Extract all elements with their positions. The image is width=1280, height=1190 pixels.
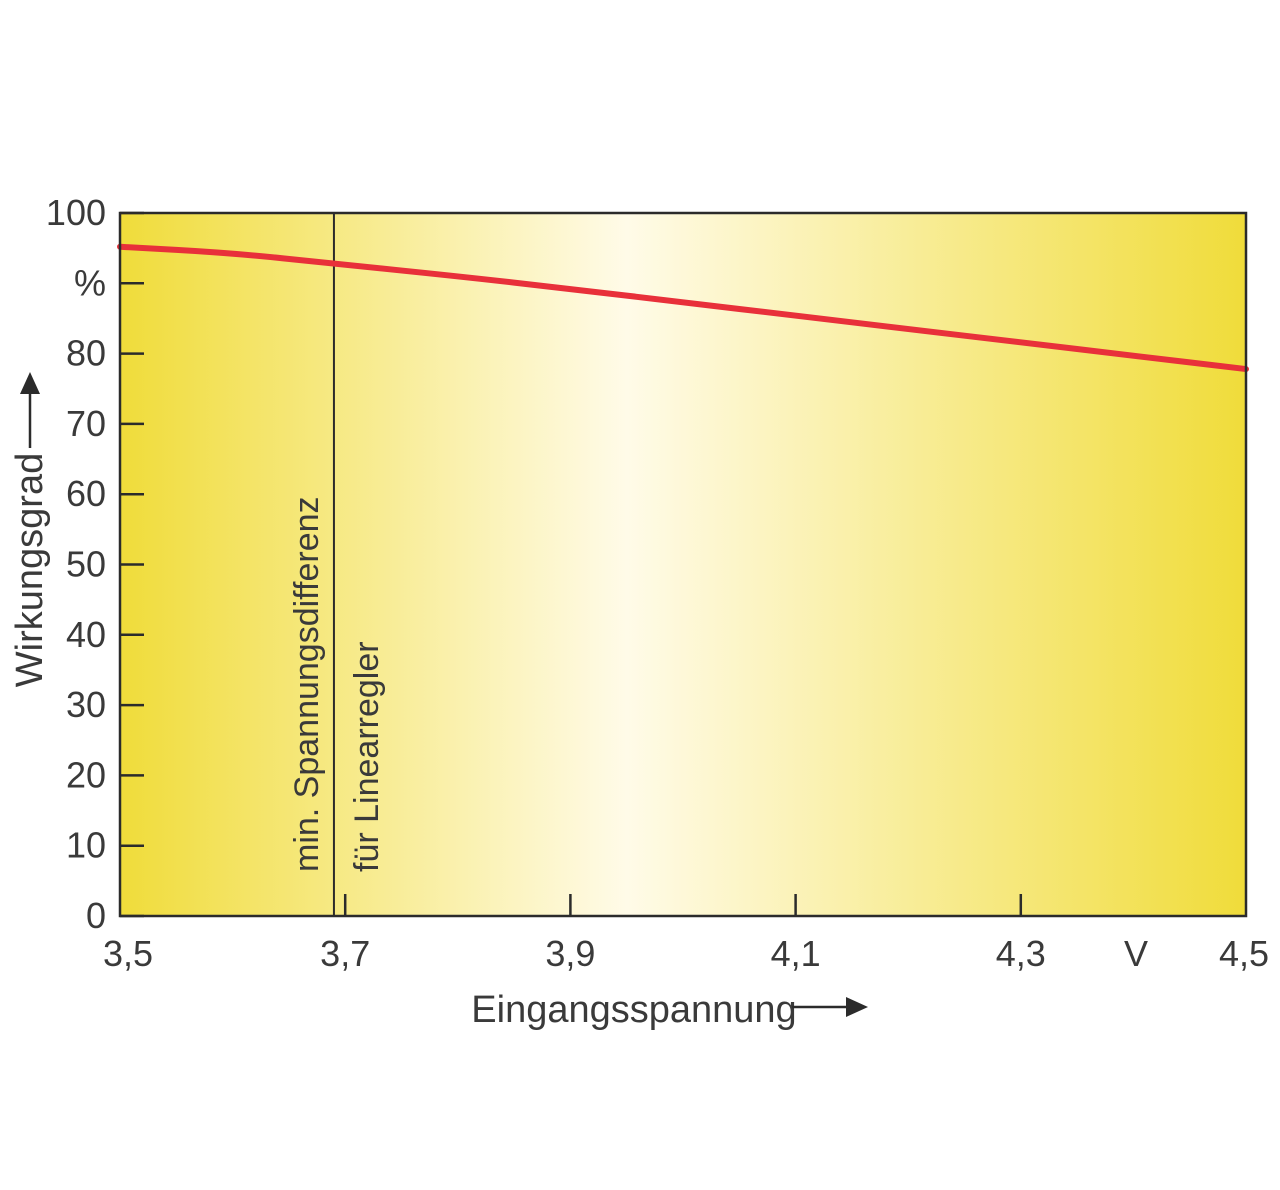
y-tick-label: % (74, 262, 106, 303)
x-ticks (343, 894, 1023, 916)
plot-frame (118, 211, 1248, 918)
x-tick-label: 4,3 (996, 933, 1046, 974)
x-axis-arrow (792, 997, 868, 1017)
x-axis-title: Eingangsspannung (471, 989, 796, 1031)
y-axis-arrow (20, 372, 40, 448)
plot-background (120, 213, 1246, 916)
y-tick-label: 40 (66, 614, 106, 655)
y-tick-label: 80 (66, 333, 106, 374)
vline-label-line1: min. Spannungsdifferenz (288, 496, 326, 872)
x-tick-label: 3,9 (545, 933, 595, 974)
x-tick-labels: 3,5 3,7 3,9 4,1 4,3 4,5 (103, 933, 1269, 974)
x-tick-label: 3,5 (103, 933, 153, 974)
y-tick-label: 20 (66, 754, 106, 795)
x-tick-label: 4,5 (1219, 933, 1269, 974)
y-tick-label: 30 (66, 684, 106, 725)
y-tick-label: 70 (66, 403, 106, 444)
efficiency-curve (117, 243, 1249, 373)
y-axis-title: Wirkungsgrad (9, 453, 51, 687)
y-tick-label: 10 (66, 825, 106, 866)
x-unit-label: V (1124, 933, 1148, 974)
y-tick-label: 0 (86, 895, 106, 936)
y-tick-label: 60 (66, 473, 106, 514)
vline-label-line2: für Linearregler (348, 641, 386, 872)
y-tick-label: 50 (66, 544, 106, 585)
y-tick-labels: 0 10 20 30 40 50 60 70 80% 100 (46, 192, 106, 936)
y-tick-label: 100 (46, 192, 106, 233)
x-tick-label: 3,7 (320, 933, 370, 974)
x-tick-label: 4,1 (771, 933, 821, 974)
